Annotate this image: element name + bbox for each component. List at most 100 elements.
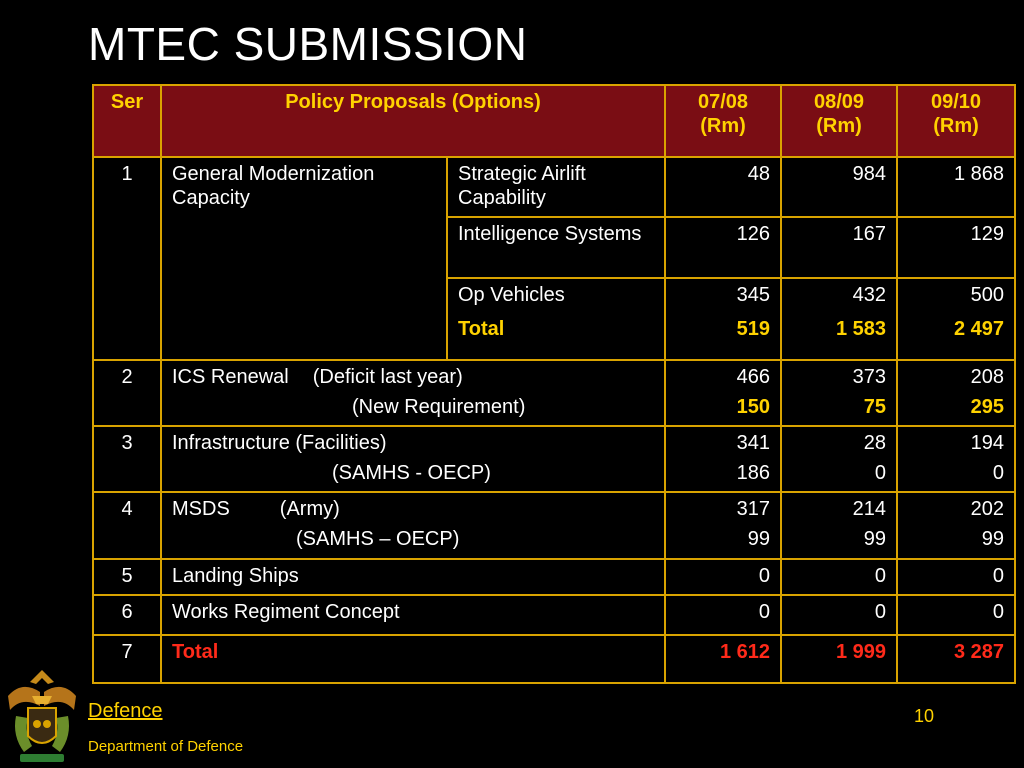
value: 194 xyxy=(970,432,1005,455)
slide-title: MTEC SUBMISSION xyxy=(88,18,528,70)
grand-total-value: 3 287 xyxy=(896,633,1017,685)
value: 99 xyxy=(981,528,1005,551)
grand-total-value: 1 612 xyxy=(664,633,783,685)
value: 432 xyxy=(852,283,887,306)
ser-cell: 2 xyxy=(92,358,162,428)
grand-total-label: Total xyxy=(159,633,667,685)
value-cell: 208 295 xyxy=(896,358,1017,428)
value: 295 xyxy=(970,395,1005,418)
policy-cell: Landing Ships xyxy=(159,557,667,596)
item-name: Op Vehicles xyxy=(458,283,565,306)
subtotal-label: Total xyxy=(458,317,505,340)
category-cell: General Modernization Capacity xyxy=(160,156,448,361)
header-0809: 08/09 (Rm) xyxy=(780,83,899,159)
value: 0 xyxy=(992,462,1005,485)
policy-cell: ICS Renewal (Deficit last year) (New Requ… xyxy=(159,358,667,428)
policy-sub: (Army) xyxy=(279,498,340,521)
subtotal-value: 2 497 xyxy=(953,317,1005,340)
ser-cell: 3 xyxy=(92,425,162,494)
policy-cell: MSDS (Army) (SAMHS – OECP) xyxy=(159,491,667,560)
value: 373 xyxy=(852,365,887,388)
ser-cell: 6 xyxy=(92,593,162,636)
value-cell: 194 0 xyxy=(896,425,1017,494)
header-0708: 07/08 (Rm) xyxy=(664,83,783,159)
value: 317 xyxy=(736,498,771,521)
table-row: 7 Total 1 612 1 999 3 287 xyxy=(92,633,1017,685)
value-cell: 167 xyxy=(780,216,899,279)
ser-cell: 5 xyxy=(92,557,162,596)
value-cell: 0 xyxy=(896,593,1017,636)
value-cell: 1 868 xyxy=(896,156,1017,219)
submission-table-container: Ser Policy Proposals (Options) 07/08 (Rm… xyxy=(92,83,1017,685)
policy-sub: (Deficit last year) xyxy=(312,365,463,388)
value: 150 xyxy=(736,395,771,418)
value-cell: 500 2 497 xyxy=(896,276,1017,361)
department-label: Department of Defence xyxy=(88,738,244,755)
value-cell: 48 xyxy=(664,156,783,219)
policy-cell: Works Regiment Concept xyxy=(159,593,667,636)
value-cell: 129 xyxy=(896,216,1017,279)
value-cell: 0 xyxy=(664,557,783,596)
value: 345 xyxy=(736,283,771,306)
ser-cell: 7 xyxy=(92,633,162,685)
submission-table: Ser Policy Proposals (Options) 07/08 (Rm… xyxy=(92,83,1017,685)
policy-sub: (New Requirement) xyxy=(352,395,526,418)
value: 208 xyxy=(970,365,1005,388)
value-cell: 341 186 xyxy=(664,425,783,494)
table-row: 2 ICS Renewal (Deficit last year) (New Re… xyxy=(92,358,1017,428)
policy-sub: (SAMHS - OECP) xyxy=(332,462,491,485)
policy-name: Infrastructure (Facilities) xyxy=(172,432,387,455)
value: 0 xyxy=(874,462,887,485)
value-cell: 28 0 xyxy=(780,425,899,494)
page-number: 10 xyxy=(914,706,935,726)
value: 186 xyxy=(736,462,771,485)
policy-cell: Infrastructure (Facilities) (SAMHS - OEC… xyxy=(159,425,667,494)
value: 466 xyxy=(736,365,771,388)
value: 214 xyxy=(852,498,887,521)
item-name-cell: Strategic Airlift Capability xyxy=(445,156,667,219)
table-row: 6 Works Regiment Concept 0 0 0 xyxy=(92,593,1017,636)
policy-sub: (SAMHS – OECP) xyxy=(296,528,460,551)
table-row: 3 Infrastructure (Facilities) (SAMHS - O… xyxy=(92,425,1017,494)
value-cell: 984 xyxy=(780,156,899,219)
value: 28 xyxy=(863,432,887,455)
item-name-cell: Intelligence Systems xyxy=(445,216,667,279)
value-cell: 0 xyxy=(664,593,783,636)
header-policy: Policy Proposals (Options) xyxy=(159,83,667,159)
coat-of-arms-icon xyxy=(8,670,76,762)
value: 500 xyxy=(970,283,1005,306)
ser-cell: 1 xyxy=(92,156,162,361)
value-cell: 214 99 xyxy=(780,491,899,560)
value-cell: 0 xyxy=(896,557,1017,596)
value-cell: 126 xyxy=(664,216,783,279)
value: 99 xyxy=(863,528,887,551)
table-header-row: Ser Policy Proposals (Options) 07/08 (Rm… xyxy=(92,83,1017,159)
subtotal-value: 519 xyxy=(736,317,771,340)
policy-name: MSDS xyxy=(172,498,230,521)
subtotal-value: 1 583 xyxy=(835,317,887,340)
value-cell: 202 99 xyxy=(896,491,1017,560)
table-row: 5 Landing Ships 0 0 0 xyxy=(92,557,1017,596)
value: 341 xyxy=(736,432,771,455)
value-cell: 432 1 583 xyxy=(780,276,899,361)
value-cell: 345 519 xyxy=(664,276,783,361)
ser-cell: 4 xyxy=(92,491,162,560)
table-row: Op Vehicles Total 345 519 432 1 583 500 … xyxy=(93,276,1017,361)
header-0910: 09/10 (Rm) xyxy=(896,83,1017,159)
value-cell: 317 99 xyxy=(664,491,783,560)
defence-link[interactable]: Defence xyxy=(88,700,163,722)
table-row: Intelligence Systems 126 167 129 xyxy=(93,216,1017,279)
value: 75 xyxy=(863,395,887,418)
value: 99 xyxy=(747,528,771,551)
table-row: 4 MSDS (Army) (SAMHS – OECP) 317 99 214 9… xyxy=(92,491,1017,560)
value-cell: 0 xyxy=(780,593,899,636)
header-ser: Ser xyxy=(92,83,162,159)
grand-total-value: 1 999 xyxy=(780,633,899,685)
item-name-cell: Op Vehicles Total xyxy=(445,276,667,361)
value-cell: 466 150 xyxy=(664,358,783,428)
policy-name: ICS Renewal xyxy=(172,365,289,388)
table-row: 1 General Modernization Capacity Strateg… xyxy=(92,156,1017,361)
value-cell: 0 xyxy=(780,557,899,596)
value: 202 xyxy=(970,498,1005,521)
value-cell: 373 75 xyxy=(780,358,899,428)
